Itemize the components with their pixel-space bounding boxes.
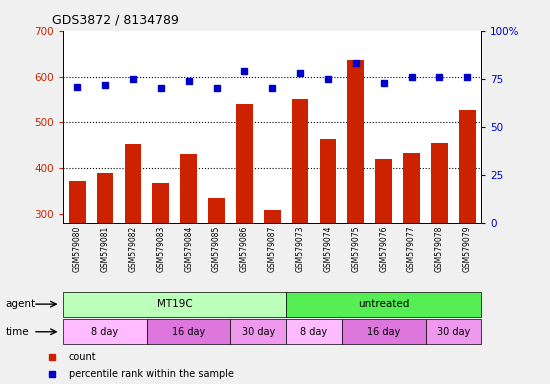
Text: 8 day: 8 day [91, 327, 119, 337]
Bar [69, 180, 86, 223]
Text: GDS3872 / 8134789: GDS3872 / 8134789 [52, 14, 179, 27]
Bar [236, 104, 253, 223]
Bar [320, 139, 337, 223]
Bar [403, 153, 420, 223]
Bar [264, 210, 280, 223]
Bar [431, 143, 448, 223]
Text: percentile rank within the sample: percentile rank within the sample [69, 369, 234, 379]
Text: agent: agent [6, 299, 36, 309]
Bar [348, 61, 364, 223]
Text: MT19C: MT19C [157, 299, 192, 309]
Bar [180, 154, 197, 223]
Bar [124, 144, 141, 223]
Text: untreated: untreated [358, 299, 409, 309]
Bar [459, 110, 476, 223]
Bar [286, 292, 481, 316]
Bar [375, 159, 392, 223]
Bar [63, 292, 286, 316]
Text: 30 day: 30 day [241, 327, 275, 337]
Text: time: time [6, 327, 29, 337]
Text: 16 day: 16 day [172, 327, 205, 337]
Text: 16 day: 16 day [367, 327, 400, 337]
Text: count: count [69, 352, 96, 362]
Bar [208, 198, 225, 223]
Text: 30 day: 30 day [437, 327, 470, 337]
Bar [97, 173, 113, 223]
Text: 8 day: 8 day [300, 327, 328, 337]
Bar [152, 183, 169, 223]
Bar [292, 99, 309, 223]
